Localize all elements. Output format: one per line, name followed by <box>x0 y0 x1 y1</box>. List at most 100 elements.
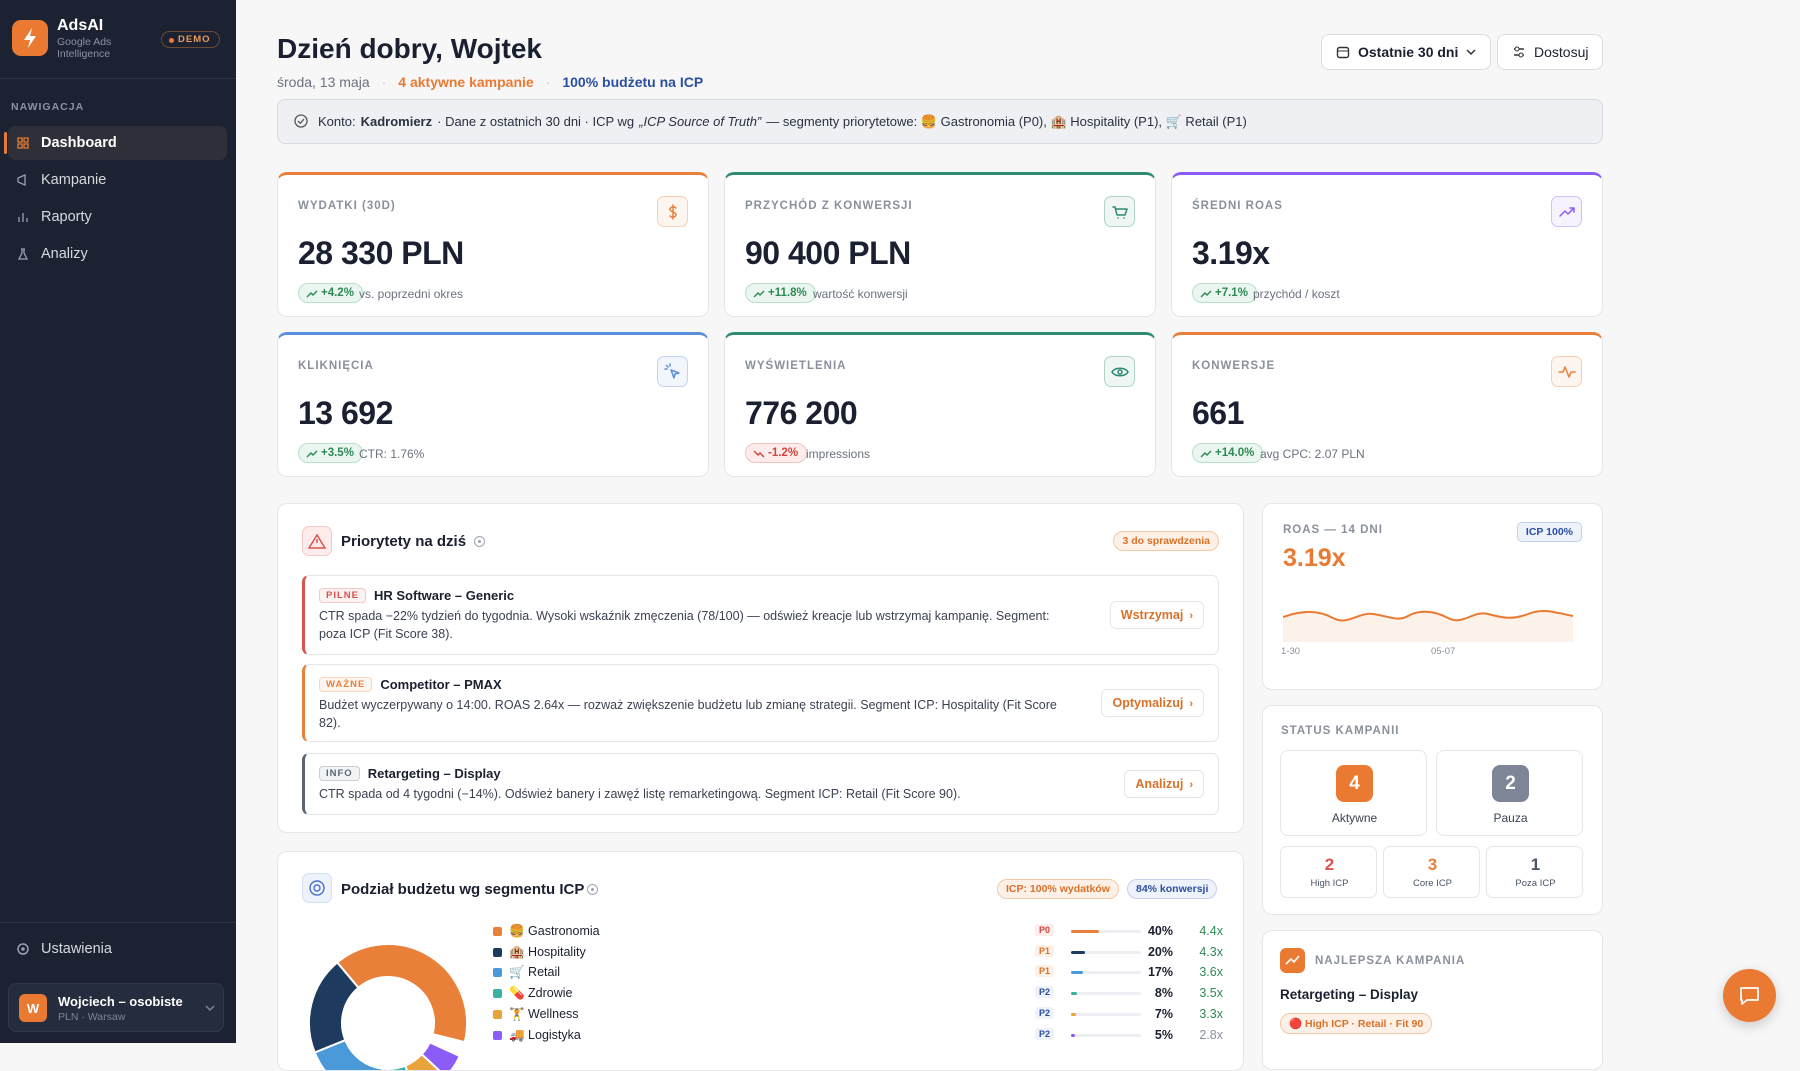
date-range-text: Ostatnie 30 dni <box>1358 44 1459 60</box>
kpi-value: 776 200 <box>745 395 858 431</box>
nav-text: Raporty <box>41 209 92 225</box>
priority-action-text: Wstrzymaj <box>1120 608 1184 622</box>
kpi-card: PRZYCHÓD Z KONWERSJI 90 400 PLN +11.8% wart… <box>724 172 1156 317</box>
icp-count: 3 <box>1427 855 1438 874</box>
roas-sparkline <box>1283 609 1574 642</box>
share-bar <box>1071 1033 1075 1037</box>
kpi-note: wartość konwersji <box>813 287 908 301</box>
kpi-icon-shape <box>1111 367 1129 377</box>
notice-bar: Konto: Kadromierz · Dane z ostatnich 30 dn… <box>277 99 1603 144</box>
date-range-button[interactable]: Ostatnie 30 dni <box>1321 34 1492 70</box>
share-track <box>1071 1012 1141 1016</box>
share-label: 7% <box>1154 1006 1173 1021</box>
segment-priority: P2 <box>1035 986 1055 999</box>
segment-roas: 3.3x <box>1199 1006 1223 1021</box>
brand-tagline: Google Ads Intelligence <box>57 36 112 60</box>
share-track <box>1071 1033 1141 1037</box>
paused-box[interactable]: 2 Pauza <box>1436 750 1583 836</box>
user-card[interactable]: W Wojciech – osobiste PLN · Warsaw <box>8 983 224 1032</box>
priority-tag: INFO <box>319 766 360 781</box>
kpi-icon <box>1551 356 1582 387</box>
nav-item[interactable]: Raporty <box>8 200 227 234</box>
icp-box[interactable]: 3 Core ICP <box>1383 846 1480 898</box>
segment-roas: 3.6x <box>1199 965 1223 980</box>
alert-icon <box>302 526 332 556</box>
budget-row: 🍔 Gastronomia P0 40% 4.4x <box>493 924 1223 944</box>
priority-head: INFO Retargeting – Display <box>319 766 1204 781</box>
kpi-change-arrow <box>753 450 765 458</box>
kpi-note: vs. poprzedni okres <box>359 287 464 301</box>
legend-swatch <box>493 947 502 957</box>
kpi-card: KLIKNIĘCIA 13 692 +3.5% CTR: 1.76% <box>277 332 709 477</box>
kpi-label: ŚREDNI ROAS <box>1192 200 1283 212</box>
nav-text: Kampanie <box>41 172 107 188</box>
segment-priority: P0 <box>1035 924 1055 936</box>
priority-action[interactable]: Analizuj › <box>1124 770 1204 798</box>
share-bar <box>1071 950 1085 954</box>
notice-middle: · Dane z ostatnich 30 dni · ICP wg <box>437 114 635 129</box>
segment-priority: P1 <box>1035 965 1055 978</box>
legend-swatch <box>493 1030 502 1040</box>
priority-head: PILNE HR Software – Generic <box>319 588 1204 603</box>
share-label: 8% <box>1154 986 1173 1001</box>
kpi-note: avg CPC: 2.07 PLN <box>1260 447 1365 461</box>
priority-item: PILNE HR Software – Generic CTR spada −22%… <box>302 575 1219 655</box>
roas-badge: ICP 100% <box>1516 522 1582 542</box>
legend-swatch <box>493 927 502 936</box>
kpi-note: CTR: 1.76% <box>359 447 425 461</box>
priority-action[interactable]: Wstrzymaj › <box>1109 601 1204 629</box>
icp-box[interactable]: 2 High ICP <box>1280 846 1377 898</box>
nav-item[interactable]: Dashboard <box>4 126 227 160</box>
roas-value: 3.19x <box>1283 544 1346 572</box>
share-track <box>1071 992 1141 996</box>
budget-panel: Podział budżetu wg segmentu ICP ICP: 100… <box>277 851 1244 1071</box>
settings-link[interactable]: Ustawienia <box>8 932 227 966</box>
kpi-icon-shape <box>664 363 680 379</box>
kpi-card: WYŚWIETLENIA 776 200 -1.2% impressions <box>724 332 1156 477</box>
kpi-card: KONWERSJE 661 +14.0% avg CPC: 2.07 PLN <box>1171 332 1603 477</box>
best-campaign-card: NAJLEPSZA KAMPANIA Retargeting – Display… <box>1262 930 1603 1070</box>
priority-item: INFO Retargeting – Display CTR spada od 4 … <box>302 753 1219 815</box>
share-bar <box>1071 1012 1076 1016</box>
icp-box[interactable]: 1 Poza ICP <box>1486 846 1583 898</box>
segment-name: 💊 Zdrowie <box>509 986 573 1001</box>
share-bar <box>1071 930 1099 933</box>
kpi-change-arrow <box>753 290 765 298</box>
status-card: STATUS KAMPANII 4 Aktywne 2 Pauza 2 High … <box>1262 705 1603 915</box>
roas-card: ROAS — 14 DNI ICP 100% 3.19x 1-30 05-07 <box>1262 503 1603 690</box>
priority-action-arrow: › <box>1189 610 1193 622</box>
notice-account: Kadromierz <box>360 114 433 129</box>
kpi-change-arrow-shape <box>1200 450 1212 458</box>
chat-button[interactable] <box>1723 969 1776 1022</box>
kpi-change: -1.2% <box>745 443 808 463</box>
nav-item[interactable]: Analizy <box>8 237 227 271</box>
kpi-icon-svg <box>1111 367 1129 377</box>
nav-item[interactable]: Kampanie <box>8 163 227 197</box>
segment-roas: 3.5x <box>1199 986 1223 1001</box>
user-meta: PLN · Warsaw <box>58 1011 126 1023</box>
priority-action-arrow: › <box>1189 779 1193 791</box>
kpi-icon <box>1104 196 1135 227</box>
nav-text: Dashboard <box>41 135 117 151</box>
kpi-change: +14.0% <box>1192 443 1264 463</box>
nav-icon <box>18 213 28 222</box>
active-box[interactable]: 4 Aktywne <box>1280 750 1427 836</box>
icp-share: 100% budżetu na ICP <box>562 74 704 90</box>
kpi-note: impressions <box>806 447 871 461</box>
roas-axis-end: 05-07 <box>1431 646 1456 657</box>
nav-active-bar <box>4 132 7 154</box>
best-tag: 🔴 High ICP · Retail · Fit 90 <box>1280 1013 1433 1034</box>
kpi-change: +7.1% <box>1192 283 1257 303</box>
status-title: STATUS KAMPANII <box>1281 725 1400 737</box>
priority-action[interactable]: Optymalizuj › <box>1101 689 1204 717</box>
kpi-change-arrow-shape <box>306 450 318 458</box>
kpi-change-arrow <box>1200 290 1212 298</box>
customize-text: Dostosuj <box>1534 44 1589 60</box>
kpi-card: ŚREDNI ROAS 3.19x +7.1% przychód / koszt <box>1171 172 1603 317</box>
nav-icon <box>17 137 29 149</box>
customize-button[interactable]: Dostosuj <box>1497 34 1604 70</box>
user-avatar: W <box>19 994 47 1022</box>
kpi-label: WYDATKI (30D) <box>298 200 396 212</box>
sidebar: AdsAI Google Ads Intelligence DEMO NAWIG… <box>0 0 236 1043</box>
notice-prefix: Konto: <box>318 114 356 129</box>
